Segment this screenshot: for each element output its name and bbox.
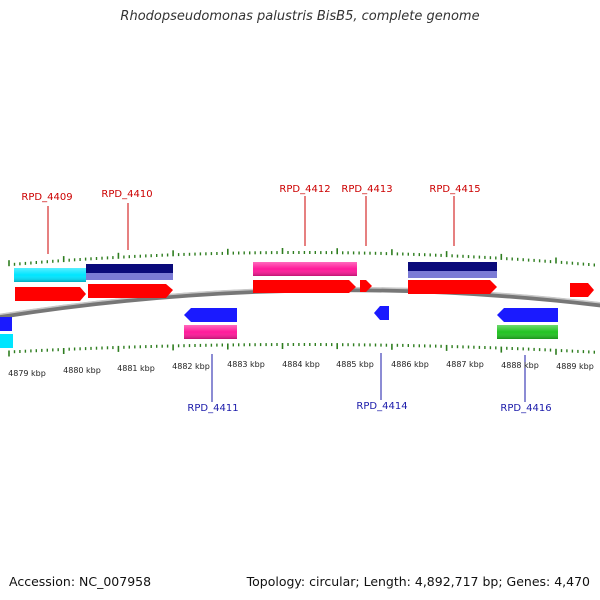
- gene-feature-shade: [14, 268, 86, 282]
- gene-label-RPD_4415: RPD_4415: [429, 184, 480, 195]
- gene-label-RPD_4411: RPD_4411: [187, 403, 238, 414]
- axis-label: 4885 kbp: [336, 360, 374, 369]
- axis-label: 4887 kbp: [446, 360, 484, 369]
- gene-labels: RPD_4409 RPD_4410 RPD_4412 RPD_4413 RPD_…: [21, 184, 551, 414]
- axis-label: 4889 kbp: [556, 362, 594, 371]
- tick-row-top: [8, 248, 595, 267]
- gene-label-RPD_4409: RPD_4409: [21, 192, 72, 203]
- gene-feature-cyan[interactable]: [0, 334, 13, 348]
- tick-row-bottom: [8, 343, 595, 357]
- gene-feature-lavender[interactable]: [86, 273, 173, 280]
- accession-text: Accession: NC_007958: [9, 574, 152, 589]
- axis-label: 4881 kbp: [117, 364, 155, 373]
- genome-summary-text: Topology: circular; Length: 4,892,717 bp…: [246, 574, 590, 589]
- gene-feature-shade: [184, 325, 237, 339]
- gene-arrow-RPD_4409[interactable]: [15, 287, 86, 301]
- map-title: Rhodopseudomonas palustris BisB5, comple…: [120, 9, 480, 24]
- gene-label-RPD_4414: RPD_4414: [356, 401, 407, 412]
- axis-label: 4886 kbp: [391, 360, 429, 369]
- gene-feature-navy[interactable]: [408, 262, 497, 271]
- gene-label-leaders: [47, 196, 526, 402]
- axis-label: 4879 kbp: [8, 369, 46, 378]
- forward-strand-features: [14, 262, 594, 301]
- gene-arrow-left-edge[interactable]: [0, 317, 12, 331]
- axis-label: 4884 kbp: [282, 360, 320, 369]
- gene-label-RPD_4416: RPD_4416: [500, 403, 551, 414]
- axis-label: 4882 kbp: [172, 362, 210, 371]
- gene-label-RPD_4410: RPD_4410: [101, 189, 152, 200]
- gene-arrow-RPD_4410[interactable]: [88, 284, 173, 298]
- gene-label-RPD_4412: RPD_4412: [279, 184, 330, 195]
- gene-arrow-RPD_4411[interactable]: [184, 308, 237, 322]
- axis-label: 4880 kbp: [63, 366, 101, 375]
- gene-arrow-RPD_4414[interactable]: [374, 306, 389, 320]
- gene-feature-navy[interactable]: [86, 264, 173, 273]
- gene-arrow-RPD_4416[interactable]: [497, 308, 558, 322]
- gene-arrow-RPD_4412[interactable]: [253, 280, 356, 293]
- gene-feature-lavender[interactable]: [408, 271, 497, 278]
- gene-arrow-RPD_4415[interactable]: [408, 280, 497, 294]
- gene-arrow-RPD_4413[interactable]: [360, 280, 372, 292]
- reverse-strand-features: [0, 306, 558, 348]
- axis-label: 4883 kbp: [227, 360, 265, 369]
- gene-label-RPD_4413: RPD_4413: [341, 184, 392, 195]
- gene-feature-shade: [253, 262, 357, 276]
- kbp-axis-labels: 4879 kbp 4880 kbp 4881 kbp 4882 kbp 4883…: [8, 360, 594, 378]
- gene-feature-shade: [497, 325, 558, 339]
- axis-label: 4888 kbp: [501, 361, 539, 370]
- gene-arrow-next[interactable]: [570, 283, 594, 297]
